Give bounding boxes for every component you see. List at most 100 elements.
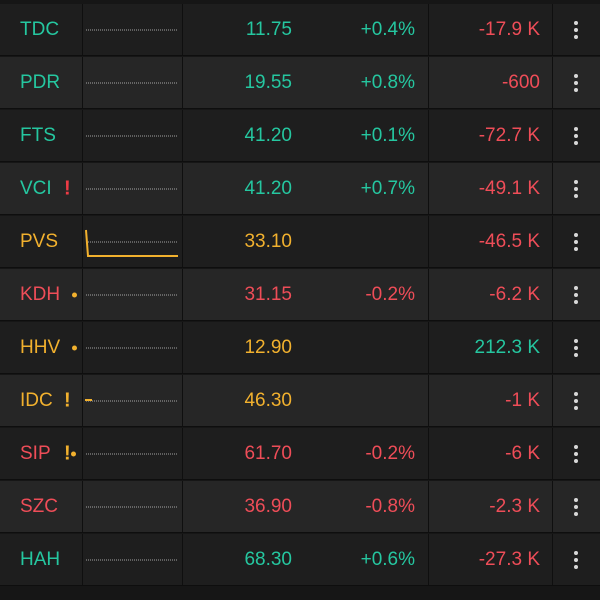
change-cell: -0.2% — [300, 269, 415, 320]
row-menu-button[interactable] — [552, 481, 600, 532]
change-cell — [300, 216, 415, 267]
change-cell: +0.4% — [300, 4, 415, 55]
sparkline-chart — [85, 229, 178, 257]
more-vertical-icon — [574, 550, 578, 569]
percent-change: +0.1% — [360, 124, 415, 146]
volume-cell: -6 K — [430, 428, 540, 479]
row-menu-button[interactable] — [552, 216, 600, 267]
column-divider — [552, 428, 553, 479]
symbol-cell[interactable]: SIP! — [20, 428, 82, 479]
table-row[interactable]: FTS 41.20 +0.1% -72.7 K — [0, 110, 600, 162]
table-row[interactable]: PVS 33.10 -46.5 K — [0, 216, 600, 268]
sparkline — [84, 163, 180, 214]
row-menu-button[interactable] — [552, 534, 600, 585]
column-divider — [552, 481, 553, 532]
change-cell: -0.8% — [300, 481, 415, 532]
sparkline-chart — [86, 29, 178, 30]
net-volume: -46.5 K — [478, 230, 540, 252]
sparkline-chart — [86, 294, 178, 295]
last-price: 61.70 — [244, 442, 292, 464]
symbol-cell[interactable]: FTS — [20, 110, 82, 161]
column-divider — [182, 269, 183, 320]
ticker-symbol: SZC — [20, 495, 58, 517]
symbol-cell[interactable]: PVS — [20, 216, 82, 267]
last-price: 68.30 — [244, 548, 292, 570]
volume-cell: -46.5 K — [430, 216, 540, 267]
last-price: 33.10 — [244, 230, 292, 252]
row-menu-button[interactable] — [552, 428, 600, 479]
row-menu-button[interactable] — [552, 269, 600, 320]
sparkline-chart — [86, 82, 178, 83]
more-vertical-icon — [574, 232, 578, 251]
volume-cell: -17.9 K — [430, 4, 540, 55]
row-menu-button[interactable] — [552, 4, 600, 55]
column-divider — [428, 428, 429, 479]
net-volume: -49.1 K — [478, 177, 540, 199]
price-cell: 68.30 — [182, 534, 292, 585]
column-divider — [552, 534, 553, 585]
price-cell: 41.20 — [182, 110, 292, 161]
symbol-cell[interactable]: HHV — [20, 322, 82, 373]
change-cell: -0.2% — [300, 428, 415, 479]
sparkline — [84, 216, 180, 267]
symbol-cell[interactable]: VCI! — [20, 163, 82, 214]
table-row[interactable]: HHV 12.90 212.3 K — [0, 322, 600, 374]
column-divider — [552, 269, 553, 320]
row-menu-button[interactable] — [552, 110, 600, 161]
column-divider — [428, 163, 429, 214]
symbol-cell[interactable]: PDR — [20, 57, 82, 108]
table-row[interactable]: VCI! 41.20 +0.7% -49.1 K — [0, 163, 600, 215]
column-divider — [82, 163, 83, 214]
symbol-cell[interactable]: KDH — [20, 269, 82, 320]
column-divider — [552, 216, 553, 267]
status-dot-icon — [72, 292, 77, 297]
symbol-cell[interactable]: IDC! — [20, 375, 82, 426]
table-row[interactable]: PDR 19.55 +0.8% -600 — [0, 57, 600, 109]
symbol-cell[interactable]: HAH — [20, 534, 82, 585]
last-price: 11.75 — [245, 18, 292, 40]
price-cell: 33.10 — [182, 216, 292, 267]
column-divider — [82, 428, 83, 479]
ticker-symbol: TDC — [20, 18, 60, 40]
column-divider — [182, 322, 183, 373]
table-row[interactable]: TDC 11.75 +0.4% -17.9 K — [0, 4, 600, 56]
last-price: 12.90 — [244, 336, 292, 358]
ticker-symbol: PVS — [20, 230, 59, 252]
table-row[interactable]: SZC 36.90 -0.8% -2.3 K — [0, 481, 600, 533]
table-row[interactable]: IDC! 46.30 -1 K — [0, 375, 600, 427]
sparkline-chart — [85, 398, 178, 401]
column-divider — [82, 375, 83, 426]
sparkline — [84, 322, 180, 373]
table-row[interactable]: HAH 68.30 +0.6% -27.3 K — [0, 534, 600, 586]
symbol-cell[interactable]: SZC — [20, 481, 82, 532]
column-divider — [182, 428, 183, 479]
more-vertical-icon — [574, 497, 578, 516]
table-row[interactable]: SIP! 61.70 -0.2% -6 K — [0, 428, 600, 480]
sparkline-chart — [86, 506, 178, 507]
row-menu-button[interactable] — [552, 322, 600, 373]
row-menu-button[interactable] — [552, 163, 600, 214]
percent-change: -0.2% — [365, 283, 415, 305]
more-vertical-icon — [574, 391, 578, 410]
more-vertical-icon — [574, 338, 578, 357]
symbol-cell[interactable]: TDC — [20, 4, 82, 55]
sparkline-chart — [86, 559, 178, 560]
net-volume: -17.9 K — [478, 18, 540, 40]
row-menu-button[interactable] — [552, 57, 600, 108]
column-divider — [82, 4, 83, 55]
table-row[interactable]: KDH 31.15 -0.2% -6.2 K — [0, 269, 600, 321]
last-price: 46.30 — [244, 389, 292, 411]
price-cell: 19.55 — [182, 57, 292, 108]
price-cell: 31.15 — [182, 269, 292, 320]
row-menu-button[interactable] — [552, 375, 600, 426]
price-cell: 11.75 — [182, 4, 292, 55]
column-divider — [82, 269, 83, 320]
last-price: 41.20 — [244, 177, 292, 199]
net-volume: -6 K — [505, 442, 540, 464]
net-volume: -6.2 K — [489, 283, 540, 305]
ticker-symbol: FTS — [20, 124, 56, 146]
percent-change: -0.2% — [365, 442, 415, 464]
ticker-symbol: SIP — [20, 442, 51, 464]
sparkline — [84, 110, 180, 161]
sparkline-chart — [86, 188, 178, 189]
